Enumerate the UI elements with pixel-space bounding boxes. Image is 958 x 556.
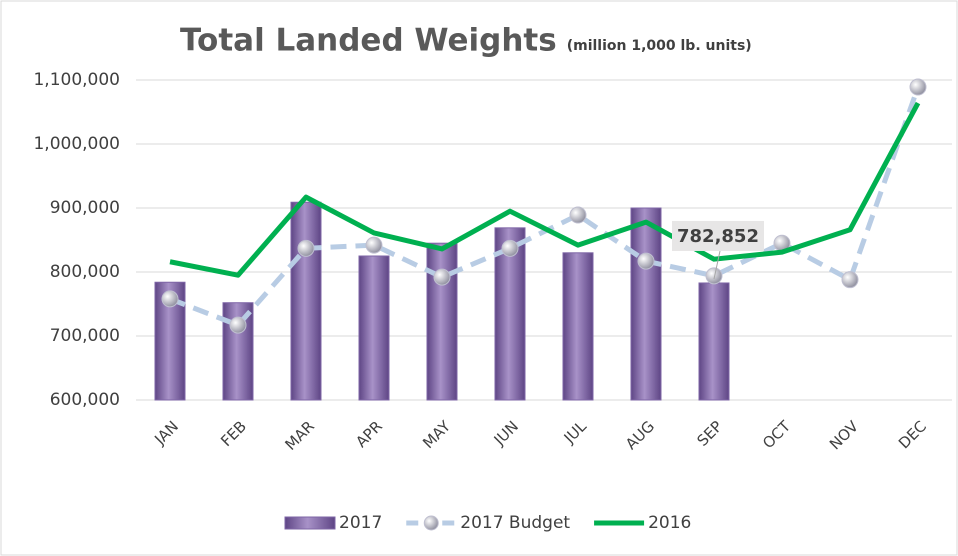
line-marker — [637, 252, 655, 270]
chart-title: Total Landed Weights — [180, 23, 557, 59]
line-marker — [161, 290, 179, 308]
legend-marker — [423, 515, 439, 531]
bar — [358, 255, 390, 401]
legend-label: 2016 — [648, 513, 691, 533]
line-marker — [705, 267, 723, 285]
bar — [426, 242, 458, 401]
y-tick-label: 1,000,000 — [33, 134, 120, 154]
chart-subtitle: (million 1,000 lb. units) — [567, 38, 752, 54]
line-marker — [909, 78, 927, 96]
y-tick-label: 900,000 — [50, 198, 120, 218]
line-marker — [501, 239, 519, 257]
y-tick-label: 800,000 — [50, 262, 120, 282]
line-marker — [297, 239, 315, 257]
line-marker — [365, 236, 383, 254]
y-tick-label: 700,000 — [50, 326, 120, 346]
bar — [562, 252, 594, 401]
line-series — [169, 101, 921, 278]
legend-label: 2017 — [339, 513, 382, 533]
legend-label: 2017 Budget — [460, 513, 570, 533]
line-marker — [569, 206, 587, 224]
bar — [698, 282, 730, 401]
label-leader — [713, 250, 721, 280]
data-label-box — [672, 220, 764, 251]
line-marker — [841, 271, 859, 289]
data-label: 782,852 — [677, 226, 759, 247]
bar — [630, 207, 662, 401]
line-marker — [229, 316, 247, 334]
y-tick-label: 600,000 — [50, 390, 120, 410]
bar — [290, 201, 322, 401]
y-tick-label: 1,100,000 — [33, 70, 120, 90]
line-marker — [433, 268, 451, 286]
legend-swatch — [284, 516, 336, 530]
